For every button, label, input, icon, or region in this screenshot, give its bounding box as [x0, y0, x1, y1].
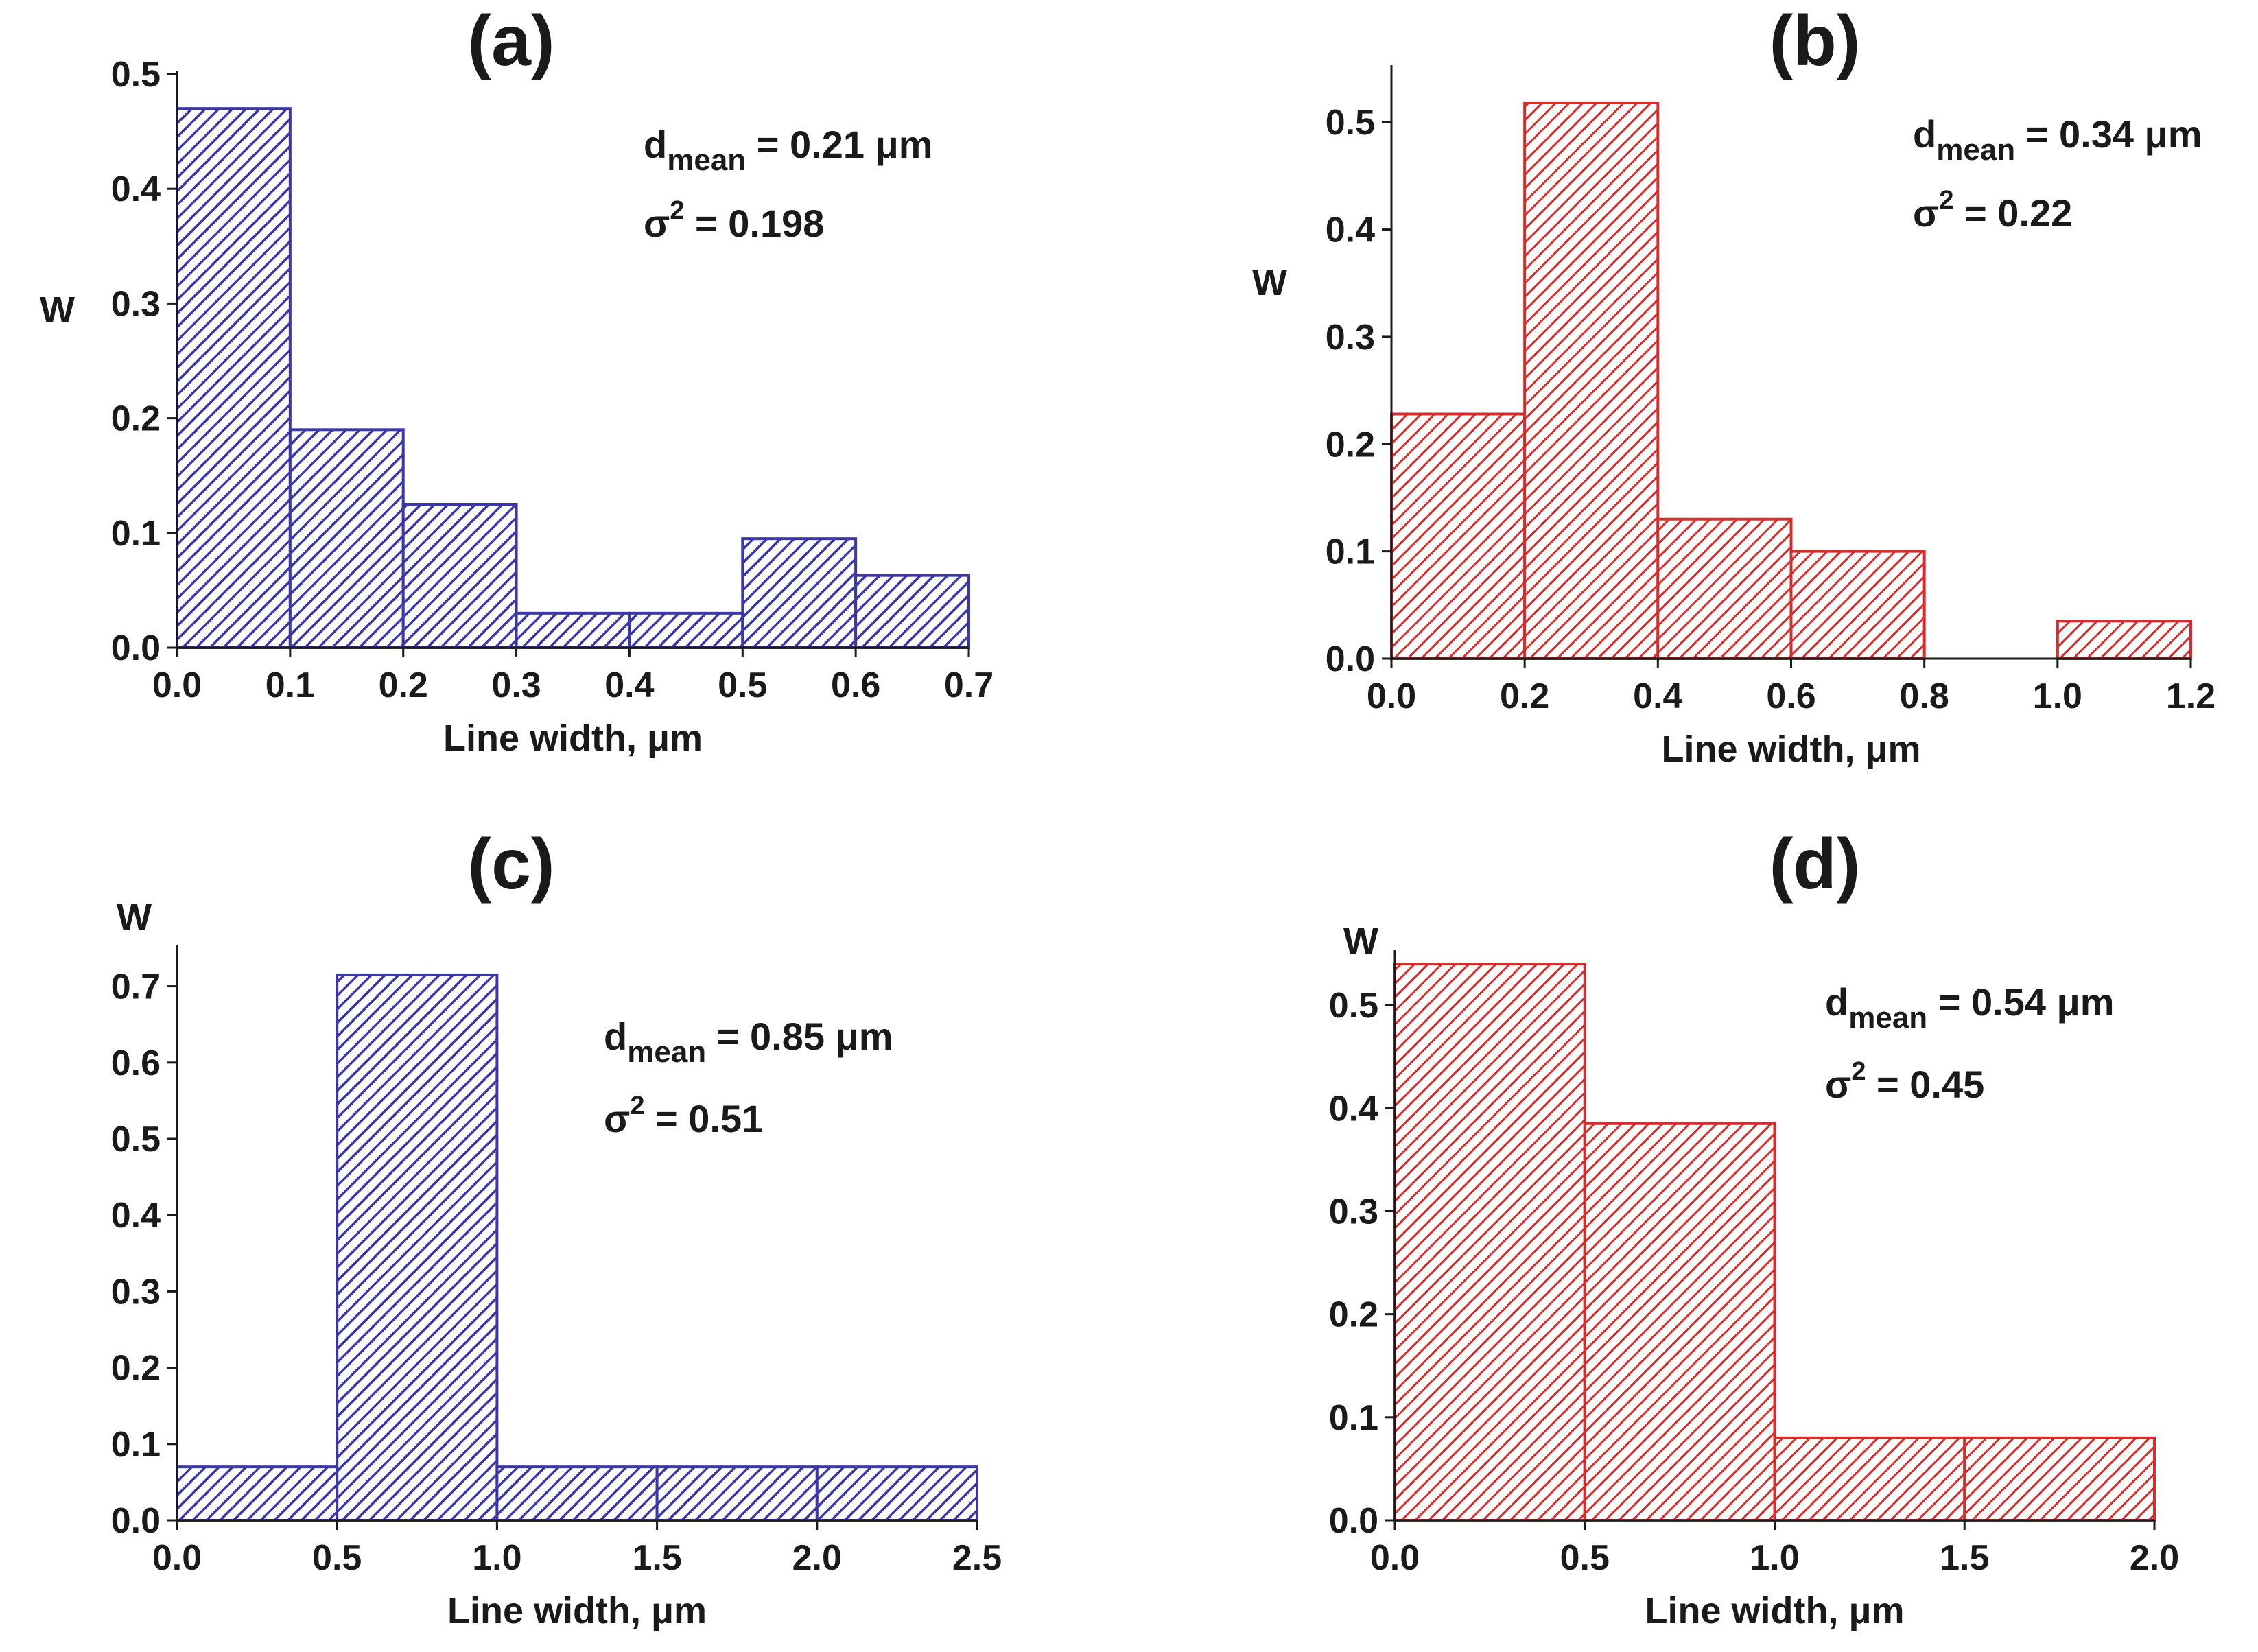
x-tick-label: 0.6 — [831, 665, 880, 705]
panel-label: (d) — [1769, 825, 1861, 904]
y-tick-label: 0.2 — [1329, 1295, 1378, 1335]
histogram-bar — [815, 1465, 979, 1522]
y-tick-label: 0.7 — [111, 967, 161, 1007]
x-tick-label: 1.0 — [2033, 676, 2082, 716]
x-tick-label: 0.2 — [1500, 676, 1549, 716]
y-tick-label: 0.0 — [111, 628, 161, 668]
x-tick-label: 1.5 — [632, 1538, 681, 1578]
histogram-bar — [1656, 517, 1793, 661]
x-tick-label: 0.1 — [266, 665, 315, 705]
y-tick-label: 0.4 — [111, 1196, 161, 1236]
x-tick-label: 0.6 — [1766, 676, 1815, 716]
chart-panel-a: 0.0 0.1 0.2 0.3 0.4 0.5 0.6 0.7 0.0 0.1 0.2 0.3 0.4 0… — [40, 1, 993, 759]
histogram-bar — [1390, 412, 1527, 660]
histogram-bar — [854, 574, 970, 649]
histogram-bar — [1523, 102, 1660, 660]
histogram-bar — [1963, 1436, 2156, 1522]
annotation-variance: σ2 = 0.45 — [1825, 1057, 1984, 1106]
x-tick-label: 0.0 — [152, 665, 202, 705]
y-tick-label: 0.3 — [1326, 318, 1375, 357]
x-tick-label: 0.3 — [491, 665, 541, 705]
y-tick-label: 0.0 — [111, 1501, 161, 1541]
histogram-bar — [495, 1465, 659, 1522]
histogram-bar — [336, 973, 499, 1522]
y-axis-title: W — [1343, 921, 1378, 962]
histogram-bar — [628, 611, 744, 650]
annotation-dmean: dmean = 0.85 μm — [604, 1015, 893, 1069]
histogram-bar — [176, 107, 292, 650]
x-tick-label: 1.0 — [472, 1538, 521, 1578]
y-tick-label: 0.2 — [1326, 425, 1375, 464]
annotation-variance: σ2 = 0.22 — [1913, 186, 2072, 235]
x-tick-label: 2.0 — [2130, 1538, 2179, 1578]
x-axis-title: Line width, μm — [1661, 729, 1920, 770]
histogram-bar — [1393, 963, 1586, 1522]
annotation-dmean: dmean = 0.34 μm — [1913, 113, 2202, 167]
histogram-bar — [741, 537, 858, 649]
y-tick-label: 0.5 — [111, 1120, 161, 1159]
y-tick-label: 0.0 — [1329, 1501, 1378, 1541]
histogram-bar — [1583, 1122, 1776, 1522]
y-tick-label: 0.3 — [111, 284, 161, 324]
histogram-bar — [401, 503, 518, 649]
panel-label: (a) — [467, 1, 554, 81]
panel-label: (b) — [1769, 1, 1861, 81]
chart-panel-d: 0.0 0.5 1.0 1.5 2.0 0.0 0.1 0.2 0.3 0.4 0.5 Line wi… — [1329, 825, 2179, 1631]
y-tick-label: 0.3 — [1329, 1192, 1378, 1231]
x-tick-label: 2.5 — [952, 1538, 1002, 1578]
annotation-dmean: dmean = 0.21 μm — [644, 123, 933, 177]
x-tick-label: 0.5 — [718, 665, 767, 705]
x-tick-label: 0.2 — [379, 665, 428, 705]
histogram-bar — [2056, 620, 2192, 660]
x-tick-label: 0.5 — [1560, 1538, 1610, 1578]
histogram-bar — [1789, 550, 1926, 660]
histogram-bar — [288, 428, 405, 649]
y-axis-title: W — [117, 897, 152, 938]
x-axis-title: Line width, μm — [443, 718, 703, 759]
y-tick-label: 0.1 — [1329, 1398, 1378, 1438]
panel-label: (c) — [467, 825, 554, 904]
x-tick-label: 0.5 — [312, 1538, 362, 1578]
x-tick-label: 1.0 — [1750, 1538, 1799, 1578]
x-axis-title: Line width, μm — [1645, 1590, 1904, 1631]
x-tick-label: 1.5 — [1940, 1538, 1989, 1578]
histogram-bar — [1773, 1436, 1966, 1522]
x-tick-label: 0.7 — [944, 665, 993, 705]
chart-panel-c: 0.0 0.5 1.0 1.5 2.0 2.5 0.0 0.1 0.2 0.3 0.4 0.5 0.6 0… — [111, 825, 1002, 1631]
annotation-dmean: dmean = 0.54 μm — [1825, 980, 2115, 1035]
y-tick-label: 0.1 — [111, 514, 161, 554]
y-axis-title: W — [40, 290, 75, 331]
y-tick-label: 0.1 — [111, 1425, 161, 1465]
histogram-bar — [655, 1465, 819, 1522]
y-tick-label: 0.5 — [1329, 986, 1378, 1026]
y-tick-label: 0.1 — [1326, 532, 1375, 572]
histogram-bar — [176, 1465, 339, 1522]
y-tick-label: 0.2 — [111, 399, 161, 439]
x-tick-label: 0.8 — [1900, 676, 1949, 716]
x-tick-label: 0.4 — [604, 665, 654, 705]
y-tick-label: 0.0 — [1326, 639, 1375, 679]
y-tick-label: 0.4 — [1326, 211, 1375, 250]
x-tick-label: 0.4 — [1633, 676, 1682, 716]
y-tick-label: 0.5 — [111, 55, 161, 95]
x-axis-title: Line width, μm — [447, 1590, 707, 1631]
x-tick-label: 1.2 — [2166, 676, 2215, 716]
annotation-variance: σ2 = 0.198 — [644, 196, 824, 245]
x-tick-label: 2.0 — [792, 1538, 842, 1578]
y-tick-label: 0.4 — [1329, 1089, 1378, 1129]
x-tick-label: 0.0 — [1370, 1538, 1420, 1578]
y-tick-label: 0.2 — [111, 1349, 161, 1389]
y-tick-label: 0.6 — [111, 1043, 161, 1083]
annotation-variance: σ2 = 0.51 — [604, 1092, 763, 1140]
x-tick-label: 0.0 — [152, 1538, 202, 1578]
x-tick-label: 0.0 — [1367, 676, 1416, 716]
y-axis-title: W — [1252, 262, 1287, 303]
chart-panel-b: 0.0 0.2 0.4 0.6 0.8 1.0 1.2 0.0 0.1 0.2 0.3 0.4 0.5 L… — [1252, 1, 2215, 770]
histogram-bar — [515, 611, 631, 650]
y-tick-label: 0.5 — [1326, 103, 1375, 143]
y-tick-label: 0.4 — [111, 169, 161, 209]
y-tick-label: 0.3 — [111, 1272, 161, 1312]
